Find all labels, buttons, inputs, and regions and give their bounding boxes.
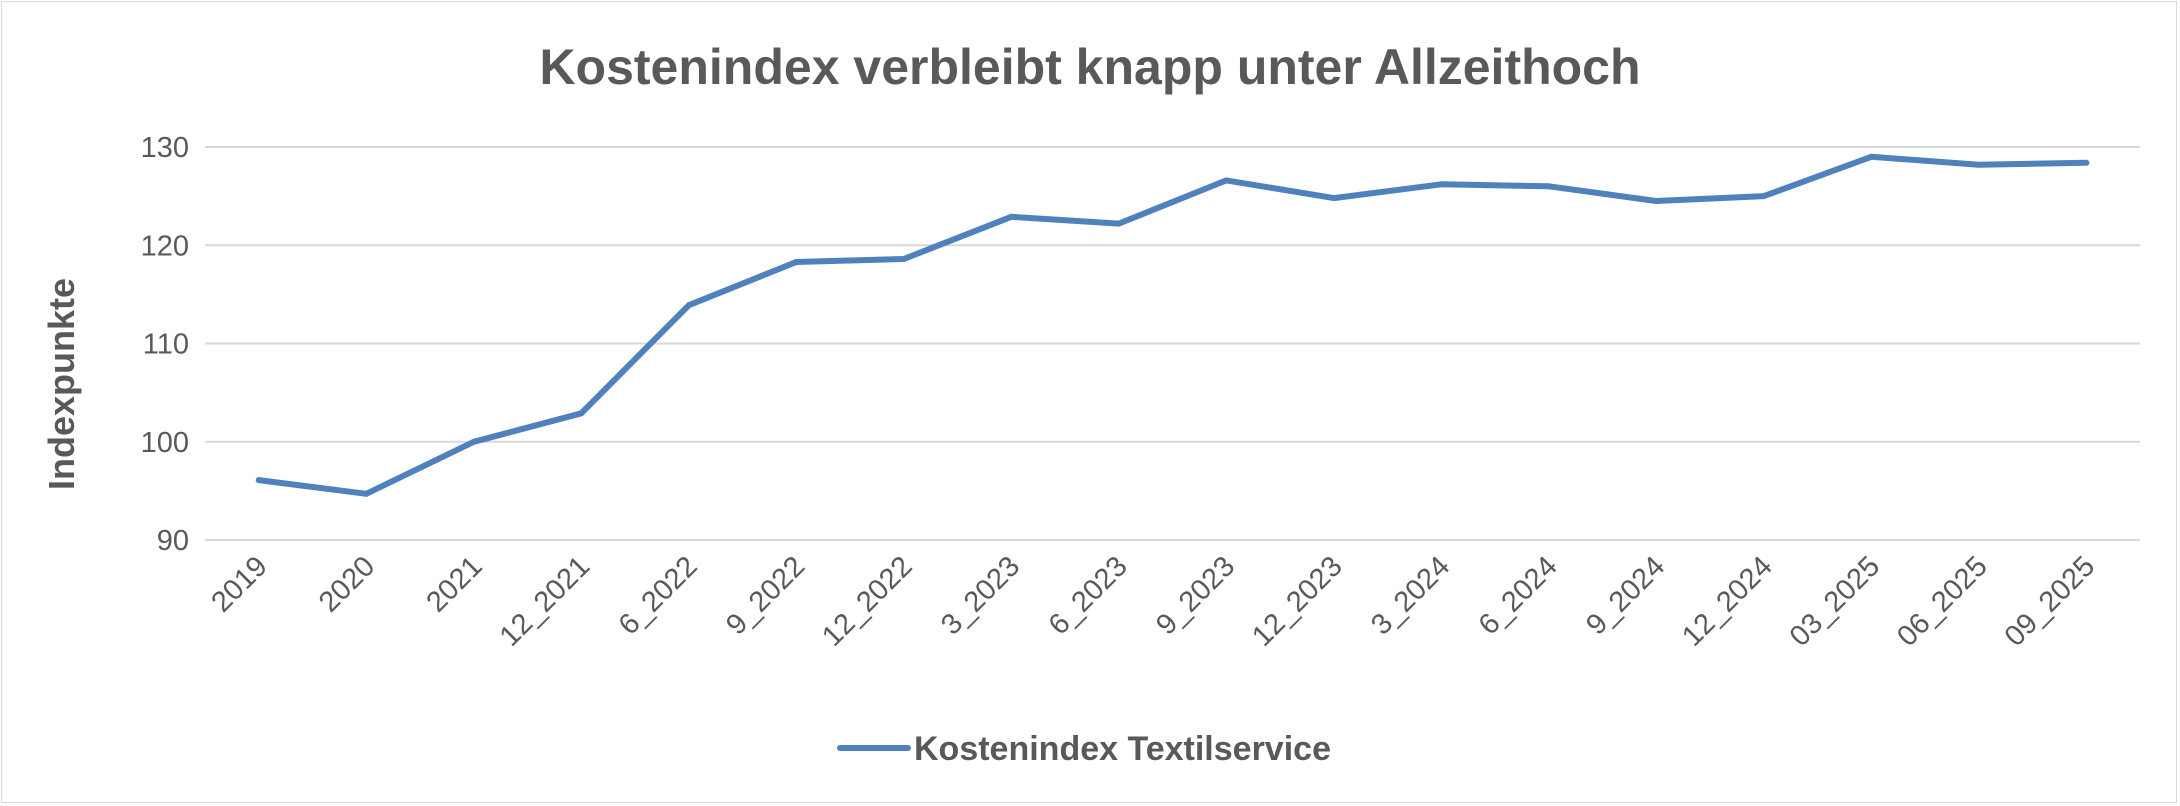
y-tick-label: 90 (157, 525, 189, 557)
data-point (1438, 181, 1445, 188)
data-point (2083, 159, 2090, 166)
data-point (793, 259, 800, 265)
x-tick-label: 9_2023 (1150, 550, 1241, 641)
x-tick-label: 12_2022 (816, 550, 918, 652)
data-point (685, 302, 692, 309)
data-point (578, 410, 585, 417)
data-point (1008, 213, 1015, 220)
series-lines (255, 153, 2090, 497)
data-point (900, 256, 907, 262)
x-tick-label: 12_2023 (1246, 550, 1348, 652)
x-tick-label: 2020 (313, 550, 381, 618)
x-tick-label: 2021 (420, 550, 488, 618)
x-tick-label: 6_2023 (1043, 550, 1134, 641)
gridlines (205, 146, 2140, 541)
x-tick-label: 6_2022 (613, 550, 704, 641)
data-point (1653, 198, 1660, 204)
y-tick-labels: 90 100 110 120 130 (141, 132, 189, 557)
y-tick-label: 120 (141, 230, 189, 262)
x-tick-label: 12_2024 (1676, 550, 1778, 652)
x-tick-labels: 2019 2020 2021 12_2021 6_2022 9_2022 12_2022 3_… (205, 550, 2101, 652)
y-tick-label: 110 (143, 329, 189, 361)
y-axis-label: Indexpunkte (41, 278, 82, 490)
x-tick-label: 9_2024 (1580, 550, 1671, 641)
data-point (470, 438, 477, 445)
chart-title: Kostenindex verbleibt knapp unter Allzei… (539, 39, 1640, 95)
data-point (255, 477, 262, 484)
x-tick-label: 6_2024 (1473, 550, 1564, 641)
x-tick-label: 3_2023 (935, 550, 1026, 641)
x-tick-label: 12_2021 (494, 550, 596, 652)
x-tick-label: 9_2022 (720, 550, 811, 641)
x-tick-label: 09_2025 (1999, 550, 2101, 652)
legend-label: Kostenindex Textilservice (914, 730, 1331, 768)
x-tick-label: 2019 (205, 550, 273, 618)
y-tick-label: 130 (141, 132, 189, 164)
data-point (1115, 220, 1122, 227)
x-tick-label: 3_2024 (1365, 550, 1456, 641)
data-point (1545, 183, 1552, 190)
data-point (1330, 195, 1337, 202)
data-point (1868, 153, 1875, 160)
data-point (1760, 193, 1767, 200)
y-tick-label: 100 (141, 427, 189, 459)
data-point (1223, 177, 1230, 184)
data-point (1975, 161, 1982, 168)
legend: Kostenindex Textilservice (837, 730, 1331, 768)
x-tick-label: 03_2025 (1784, 550, 1886, 652)
series-line (255, 153, 2090, 497)
x-tick-label: 06_2025 (1891, 550, 1993, 652)
data-point (363, 490, 370, 497)
